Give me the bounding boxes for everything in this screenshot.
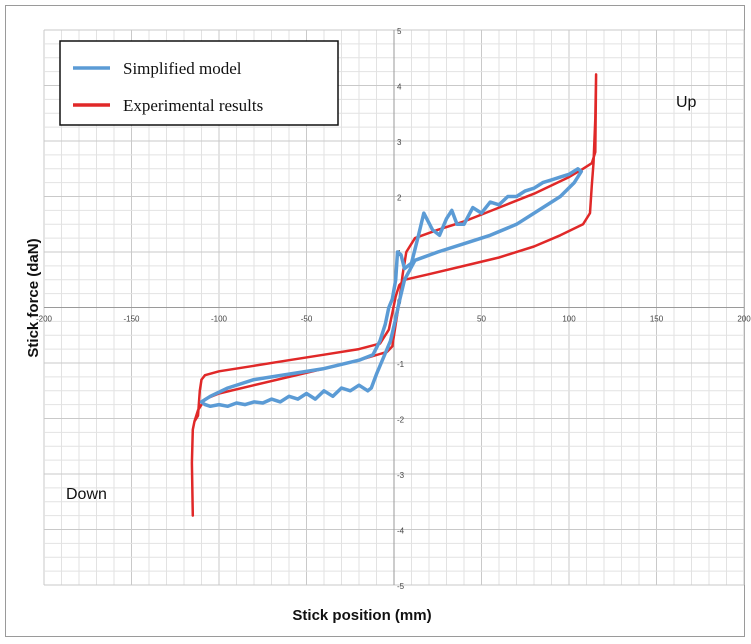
y-tick-label: -3	[397, 471, 405, 480]
series-line-simplified-model	[199, 167, 584, 409]
x-tick-label: -150	[123, 315, 140, 324]
x-tick-label: 100	[562, 315, 576, 324]
x-tick-label: -50	[301, 315, 313, 324]
y-tick-label: -2	[397, 416, 405, 425]
series-line-experimental-results	[190, 73, 598, 517]
x-tick-label: 200	[737, 315, 751, 324]
annotation-up: Up	[676, 94, 697, 111]
y-tick-label: -4	[397, 527, 405, 536]
x-tick-label: -200	[36, 315, 53, 324]
tick-labels: -200 -150 -100 -50 50 100 150 20054321-1-2-3-4-…	[36, 27, 751, 591]
legend-label-simplified-model: Simplified model	[123, 59, 242, 78]
y-tick-label: 2	[397, 194, 402, 203]
legend-box	[59, 40, 339, 126]
x-tick-label: -100	[211, 315, 228, 324]
y-tick-label: -5	[397, 582, 405, 591]
legend-label-experimental-results: Experimental results	[123, 96, 263, 115]
y-tick-label: 5	[397, 27, 402, 36]
x-tick-label: 150	[650, 315, 664, 324]
annotation-down: Down	[66, 486, 107, 503]
y-axis-title: Stick force (daN)	[25, 238, 42, 357]
x-axis-title: Stick position (mm)	[292, 607, 431, 624]
y-tick-label: 3	[397, 138, 402, 147]
legend: Simplified model Experimental results	[59, 40, 339, 126]
series-lines	[190, 73, 598, 517]
y-tick-label: 4	[397, 83, 402, 92]
x-tick-label: 50	[477, 315, 486, 324]
y-tick-label: -1	[397, 360, 405, 369]
